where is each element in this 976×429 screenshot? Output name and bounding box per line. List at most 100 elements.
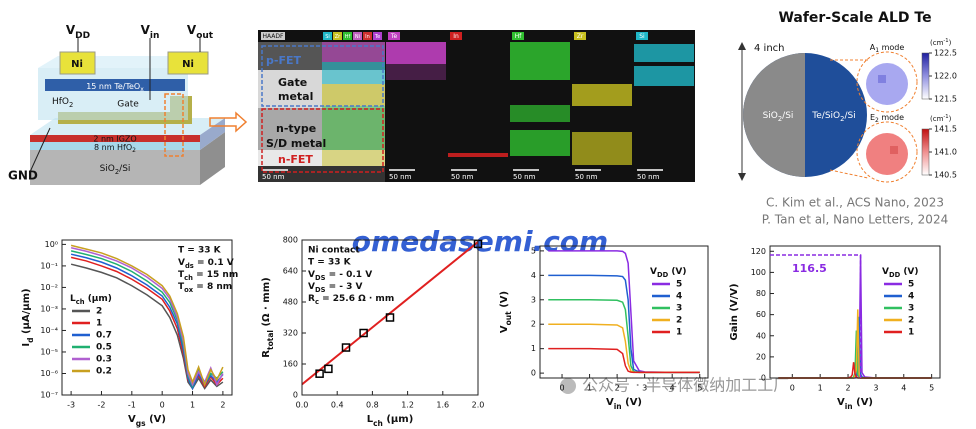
annotation: Ni contact	[308, 246, 360, 256]
y-tick-label: 10⁰	[45, 240, 58, 249]
y-tick-label: 0	[531, 369, 536, 378]
legend-title: Lch (μm)	[70, 294, 112, 307]
size-label: 4 inch	[754, 43, 785, 54]
subscript: 1	[875, 47, 879, 54]
text-part: R	[261, 350, 272, 358]
y-tick-label: 0	[293, 391, 298, 400]
x-axis-label: Vgs (V)	[128, 414, 166, 428]
data-point	[341, 343, 351, 352]
y-tick-label: 100	[751, 268, 766, 277]
scale-bar-label: 50 nm	[262, 173, 285, 181]
text-part: V	[882, 267, 889, 277]
overlay-band	[322, 106, 385, 150]
ni-label: Ni	[71, 59, 83, 70]
legend-label: 3	[908, 304, 914, 314]
subscript: in	[845, 402, 853, 411]
series-line	[70, 244, 224, 387]
legend-label: 3	[676, 304, 682, 314]
subscript: DD	[75, 31, 90, 41]
raman-map	[866, 133, 908, 175]
text-part: R	[308, 294, 315, 304]
element-band	[572, 84, 632, 106]
data-point	[385, 313, 395, 322]
y-tick-label: 10⁻⁴	[40, 326, 58, 335]
hfo2-layer	[30, 142, 200, 150]
series-line	[70, 246, 224, 387]
y-tick-label: 480	[283, 298, 298, 307]
text-part: mode	[879, 43, 904, 52]
y-tick-label: 10⁻⁷	[40, 391, 58, 400]
y-tick-label: 10⁻⁶	[40, 369, 58, 378]
text-part: mode	[879, 113, 904, 122]
annotation: T = 33 K	[178, 246, 222, 256]
text-part: V	[128, 414, 136, 425]
x-axis-label: Vin (V)	[606, 397, 642, 411]
text-part: = - 0.1 V	[325, 270, 372, 280]
legend-tag-label: Ni	[355, 34, 360, 40]
text-part: T	[178, 282, 185, 292]
text-part: L	[367, 414, 374, 425]
text-part: (V)	[668, 267, 686, 277]
text-part: I	[21, 343, 32, 347]
eds-maps: Te In Hf Zr Si HAADF Si Zr Hf Ni In Te 50 nm 50 nm 50 …	[258, 30, 695, 182]
y-axis-label: Rtotal (Ω · mm)	[261, 277, 275, 357]
subscript: total	[266, 330, 275, 350]
raman-pixel	[890, 146, 898, 154]
text-part: E	[870, 113, 875, 122]
text-part: V	[187, 23, 197, 37]
callout-circle	[856, 51, 918, 113]
subscript: out	[504, 311, 513, 325]
y-tick-label: 5	[531, 246, 536, 255]
colorbar-tick-label: 141.0	[934, 148, 957, 157]
text-part: A	[870, 43, 876, 52]
text-part: (V)	[622, 397, 642, 408]
region-label: S/D metal	[266, 137, 326, 150]
text-part: T	[178, 270, 185, 280]
legend-label: 2	[908, 316, 914, 326]
y-axis-label: Gain (V/V)	[729, 283, 740, 340]
y-tick-label: 2	[531, 320, 536, 329]
element-band	[510, 130, 570, 156]
legend-label: 1	[96, 319, 102, 329]
layer-label: 8 nm HfO2	[94, 143, 136, 155]
annotation: VDS = - 0.1 V	[308, 270, 372, 283]
colorbar-tick-label: 121.5	[934, 95, 957, 104]
x-tick-label: 1	[818, 384, 823, 393]
x-tick-label: -3	[67, 401, 75, 410]
panel-tag-label: In	[453, 33, 459, 40]
x-tick-label: 4	[670, 384, 675, 393]
x-axis-label: Lch (μm)	[367, 414, 414, 428]
x-axis-label: Vin (V)	[837, 397, 873, 411]
text-part: V	[650, 267, 657, 277]
haadf-tag	[261, 32, 285, 40]
nfet-box	[261, 108, 384, 173]
element-band	[448, 153, 508, 157]
colorbar-tick-label: 140.5	[934, 171, 957, 180]
y-tick-label: 3	[531, 295, 536, 304]
panel-tag-label: Zr	[577, 33, 584, 40]
text-part: = 8 nm	[193, 282, 232, 292]
text-part: (μm)	[383, 414, 413, 425]
subscript: DD	[889, 271, 901, 279]
ni-pad	[167, 51, 209, 75]
colorbar-tick-label: 141.5	[934, 125, 957, 134]
max-marker	[770, 254, 862, 378]
annotation: VDS = - 3 V	[308, 282, 363, 295]
annotation: Tox = 8 nm	[178, 282, 232, 295]
legend-label: 2	[676, 316, 682, 326]
region-label: metal	[278, 90, 313, 103]
watermark: omedasemi.com	[352, 225, 608, 258]
subscript: ds	[185, 262, 194, 270]
x-tick-label: 2	[845, 384, 850, 393]
y-tick-label: 10⁻²	[40, 283, 58, 292]
scale-bar-label: 50 nm	[637, 173, 660, 181]
text-part: V	[141, 23, 151, 37]
colorbar-tick-label: 122.0	[934, 72, 957, 81]
text-part: 8 nm HfO	[94, 143, 132, 152]
text-part: L	[70, 294, 76, 304]
y-tick-label: 40	[756, 331, 766, 340]
y-tick-label: 320	[283, 329, 298, 338]
y-tick-label: 160	[283, 360, 298, 369]
y-tick-label: 1	[531, 344, 536, 353]
legend-label: 0.2	[96, 367, 112, 377]
